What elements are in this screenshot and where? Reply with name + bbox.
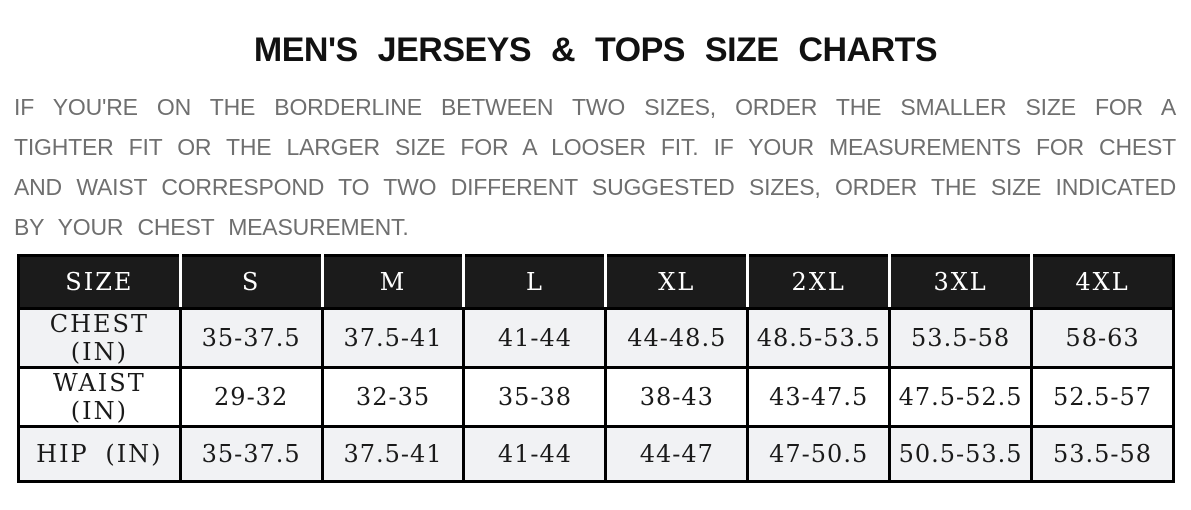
- column-header-l: L: [462, 255, 606, 310]
- intro-paragraph: IF YOU'RE ON THE BORDERLINE BETWEEN TWO …: [14, 87, 1176, 247]
- table-cell: 37.5-41: [320, 307, 466, 369]
- table-cell: 53.5-58: [888, 307, 1034, 369]
- table-cell: 38-43: [604, 366, 750, 428]
- row-label-hip: HIP (IN): [17, 425, 182, 483]
- page-title: MEN'S JERSEYS & TOPS SIZE CHARTS: [253, 31, 938, 69]
- table-cell: 58-63: [1030, 307, 1175, 369]
- table-cell: 35-37.5: [178, 425, 324, 483]
- header-row: SIZE S M L XL 2XL 3XL 4XL: [17, 255, 1174, 310]
- row-label-chest: CHEST (IN): [17, 307, 182, 369]
- table-cell: 44-47: [604, 425, 750, 483]
- column-header-3xl: 3XL: [888, 255, 1032, 310]
- table-cell: 52.5-57: [1030, 366, 1175, 428]
- intro-line-1: IF YOU'RE ON THE BORDERLINE BETWEEN TWO …: [14, 94, 1176, 120]
- table-cell: 37.5-41: [320, 425, 466, 483]
- table-cell: 44-48.5: [604, 307, 750, 369]
- table-cell: 35-37.5: [178, 307, 324, 369]
- row-label-waist: WAIST (IN): [17, 366, 182, 428]
- table-cell: 41-44: [462, 307, 608, 369]
- intro-line-3: AND WAIST CORRESPOND TO TWO DIFFERENT SU…: [14, 174, 1176, 200]
- table-cell: 47-50.5: [746, 425, 892, 483]
- intro-line-4: BY YOUR CHEST MEASUREMENT.: [14, 214, 409, 240]
- table-row-chest: CHEST (IN) 35-37.5 37.5-41 41-44 44-48.5…: [17, 307, 1175, 369]
- size-chart-table: SIZE S M L XL 2XL 3XL 4XL CHEST (IN) 35-…: [17, 254, 1175, 483]
- table-cell: 48.5-53.5: [746, 307, 892, 369]
- column-header-2xl: 2XL: [746, 255, 890, 310]
- table-row-waist: WAIST (IN) 29-32 32-35 35-38 38-43 43-47…: [17, 366, 1175, 428]
- table-cell: 35-38: [462, 366, 608, 428]
- column-header-m: M: [320, 255, 464, 310]
- table-row-hip: HIP (IN) 35-37.5 37.5-41 41-44 44-47 47-…: [17, 425, 1175, 483]
- column-header-s: S: [178, 255, 323, 310]
- intro-line-2: TIGHTER FIT OR THE LARGER SIZE FOR A LOO…: [14, 134, 1176, 160]
- table-cell: 50.5-53.5: [888, 425, 1034, 483]
- table-cell: 29-32: [178, 366, 324, 428]
- column-header-xl: XL: [604, 255, 748, 310]
- table-cell: 43-47.5: [746, 366, 892, 428]
- table-cell: 32-35: [320, 366, 466, 428]
- table-cell: 41-44: [462, 425, 608, 483]
- table-cell: 47.5-52.5: [888, 366, 1034, 428]
- column-header-size: SIZE: [17, 255, 181, 310]
- table-cell: 53.5-58: [1030, 425, 1175, 483]
- column-header-4xl: 4XL: [1030, 255, 1174, 310]
